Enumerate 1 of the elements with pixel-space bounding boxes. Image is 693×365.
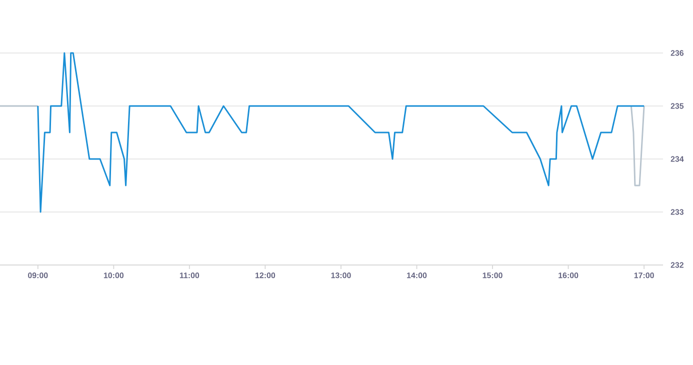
line-series bbox=[37, 52, 645, 213]
